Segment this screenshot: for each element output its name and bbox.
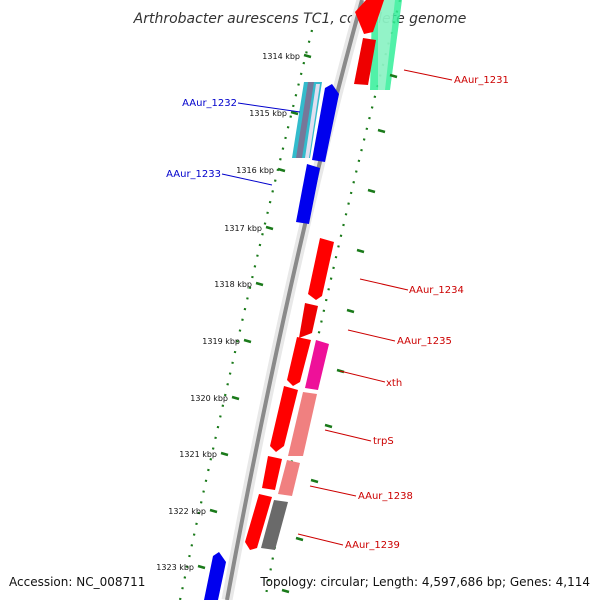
topology-text: Topology: circular; Length: 4,597,686 bp… bbox=[259, 575, 590, 589]
tick-label: 1318 kbp bbox=[214, 280, 252, 289]
tick-label: 1323 kbp bbox=[156, 563, 194, 572]
gene-label-xth: xth bbox=[386, 378, 402, 389]
tick-1323-kbp: 1323 kbp bbox=[156, 563, 206, 572]
gene-red-top[interactable] bbox=[354, 0, 384, 85]
tick-1315-kbp: 1315 kbp bbox=[249, 109, 299, 118]
gene-aaur-1239[interactable] bbox=[261, 500, 288, 550]
gene-blue-bottom[interactable] bbox=[204, 552, 226, 600]
gene-label-aaur-1235: AAur_1235 bbox=[397, 336, 452, 347]
tick-1320-kbp: 1320 kbp bbox=[190, 394, 240, 403]
accession-text: Accession: NC_008711 bbox=[9, 575, 145, 589]
tick-1316-kbp: 1316 kbp bbox=[236, 166, 286, 175]
outer-tick bbox=[324, 423, 333, 429]
outer-tick bbox=[346, 308, 355, 314]
outer-tick bbox=[310, 478, 319, 484]
tick-1314-kbp: 1314 kbp bbox=[262, 52, 312, 61]
gene-label-aaur-1231: AAur_1231 bbox=[454, 75, 509, 86]
gene-aaur-1232[interactable] bbox=[292, 82, 322, 158]
outer-tick bbox=[377, 128, 386, 134]
gene-label-lines bbox=[221, 69, 453, 546]
gene-label-aaur-1239: AAur_1239 bbox=[345, 540, 400, 551]
gene-aaur-1233[interactable] bbox=[296, 164, 320, 224]
tick-label: 1315 kbp bbox=[249, 109, 287, 118]
tick-label: 1316 kbp bbox=[236, 166, 274, 175]
gene-aaur-1234[interactable] bbox=[308, 238, 334, 300]
gene-red-mid-b[interactable] bbox=[270, 386, 298, 452]
tick-label: 1322 kbp bbox=[168, 507, 206, 516]
outer-tick bbox=[356, 248, 365, 254]
gene-label-aaur-1238: AAur_1238 bbox=[358, 491, 413, 502]
tick-label: 1320 kbp bbox=[190, 394, 228, 403]
outer-tick bbox=[281, 588, 290, 594]
scale-ticks: 1314 kbp 1315 kbp 1316 kbp 1317 kbp 1318 kbp… bbox=[156, 52, 398, 594]
tick-1321-kbp: 1321 kbp bbox=[179, 450, 229, 459]
gene-trps[interactable] bbox=[288, 392, 317, 456]
tick-1322-kbp: 1322 kbp bbox=[168, 507, 218, 516]
tick-label: 1319 kbp bbox=[202, 337, 240, 346]
tick-1318-kbp: 1318 kbp bbox=[214, 280, 264, 289]
gene-blue-a[interactable] bbox=[312, 84, 339, 162]
tick-1317-kbp: 1317 kbp bbox=[224, 224, 274, 233]
tick-1319-kbp: 1319 kbp bbox=[202, 337, 252, 346]
gene-red-low-b[interactable] bbox=[245, 494, 272, 550]
gene-red-low-a[interactable] bbox=[262, 456, 282, 490]
gene-label-aaur-1234: AAur_1234 bbox=[409, 285, 464, 296]
tick-label: 1317 kbp bbox=[224, 224, 262, 233]
genome-backbone bbox=[221, 0, 368, 600]
gene-aaur-1238[interactable] bbox=[278, 460, 300, 496]
gene-label-aaur-1232: AAur_1232 bbox=[182, 98, 237, 109]
gene-aaur-1231[interactable] bbox=[370, 0, 402, 90]
outer-tick bbox=[389, 73, 398, 79]
map-title: Arthrobacter aurescens TC1, complete gen… bbox=[133, 11, 467, 27]
gene-aaur-1235[interactable] bbox=[299, 303, 318, 338]
tick-label: 1321 kbp bbox=[179, 450, 217, 459]
gene-label-trps: trpS bbox=[373, 436, 394, 447]
outer-tick bbox=[295, 536, 304, 542]
gene-label-aaur-1233: AAur_1233 bbox=[166, 169, 221, 180]
gene-red-mid-a[interactable] bbox=[287, 337, 311, 386]
gene-xth[interactable] bbox=[305, 340, 329, 390]
outer-tick bbox=[367, 188, 376, 194]
tick-label: 1314 kbp bbox=[262, 52, 300, 61]
